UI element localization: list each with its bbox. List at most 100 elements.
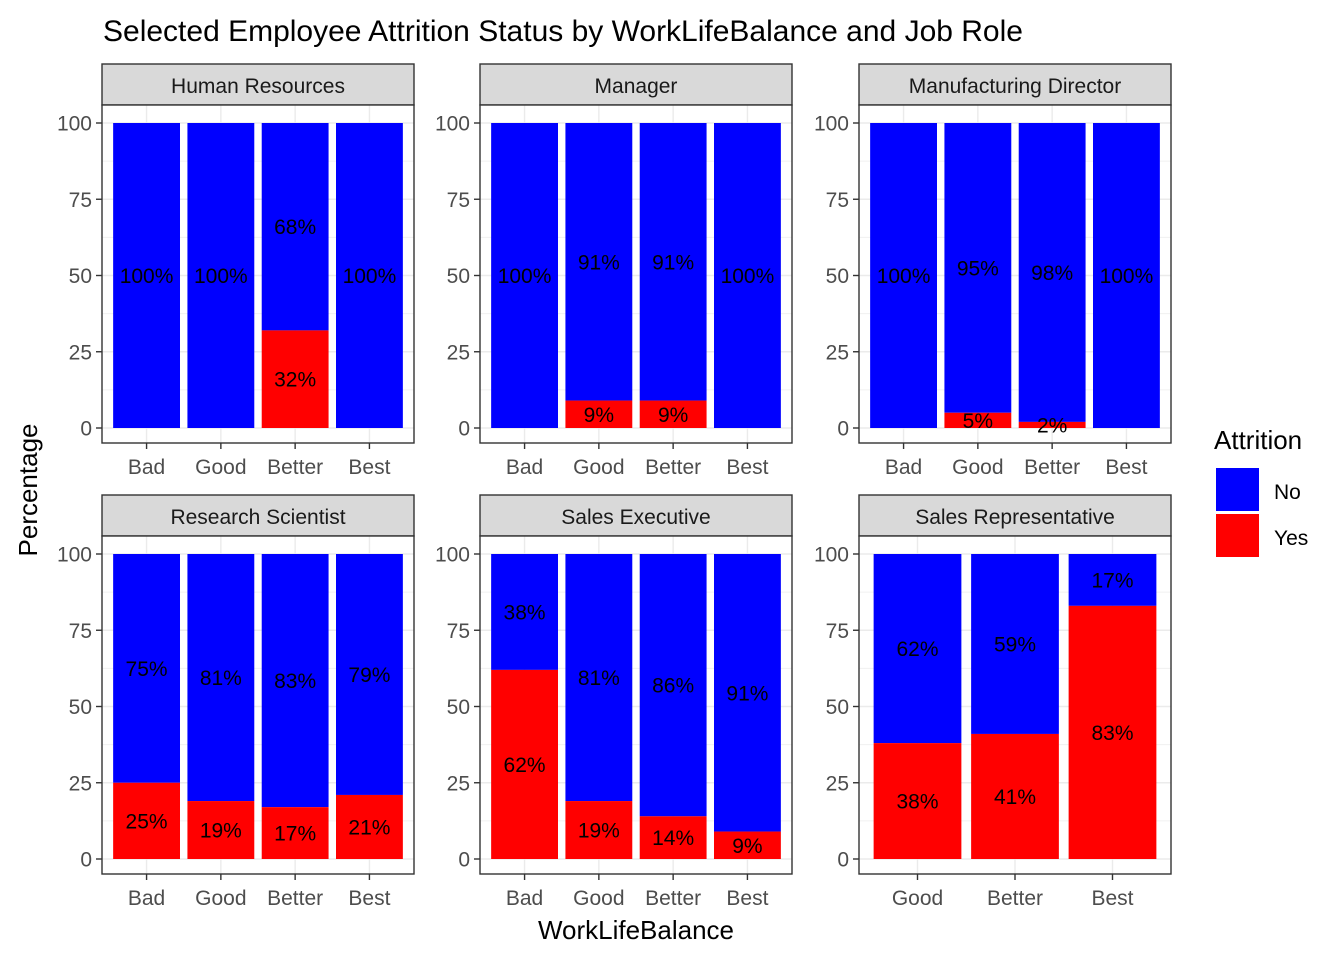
bar-no-good [187, 554, 255, 802]
x-tick-label: Best [1091, 887, 1133, 910]
y-tick-label: 50 [69, 265, 92, 288]
y-axis: 0 25 50 75 100 [435, 113, 480, 441]
bar-label-no: 91% [652, 251, 694, 274]
panel-border [101, 104, 415, 444]
bar-yes-good [187, 801, 255, 859]
y-tick-label: 25 [69, 341, 92, 364]
panel-manager: Manager 100% 91% 9% 91% 9% 100% 0 25 50 75 100 Bad Go… [435, 63, 793, 479]
bar-label-yes: 9% [658, 404, 688, 427]
panel-sales-executive: Sales Executive 38% 62% 81% 19% 86% 14% 91% 9% 0 2… [435, 494, 793, 910]
y-tick-label: 75 [447, 189, 470, 212]
bar-no-better [639, 123, 707, 401]
x-tick-label: Good [573, 887, 624, 910]
bar-label-no: 95% [957, 257, 999, 280]
y-tick-label: 25 [447, 772, 470, 795]
bar-label-no: 62% [896, 638, 938, 661]
bars-research-scientist [113, 554, 403, 859]
y-tick-label: 100 [814, 113, 849, 136]
panel-border [101, 535, 415, 875]
strip-manufacturing-director [858, 63, 1172, 106]
y-axis: 0 25 50 75 100 [435, 544, 480, 872]
bar-yes-better [261, 330, 329, 428]
bar-no-good [565, 123, 633, 401]
bar-no-best [714, 554, 781, 832]
panel-border [858, 104, 1172, 444]
strip-label-research-scientist: Research Scientist [170, 506, 345, 529]
y-tick-label: 50 [447, 265, 470, 288]
bar-label-no: 81% [200, 667, 242, 690]
x-tick-label: Best [1105, 456, 1147, 479]
bar-no-good [873, 554, 962, 744]
bar-yes-better [1018, 421, 1086, 428]
bar-label-yes: 25% [126, 810, 168, 833]
y-axis: 0 25 50 75 100 [57, 544, 102, 872]
bar-label-yes: 9% [732, 835, 762, 858]
y-tick-label: 0 [837, 418, 849, 441]
bars-manager [491, 123, 781, 428]
bar-label-no: 83% [274, 670, 316, 693]
y-tick-label: 100 [435, 544, 470, 567]
x-tick-label: Better [1024, 456, 1080, 479]
strip-manager [479, 63, 793, 106]
bar-labels-sales-executive: 38% 62% 81% 19% 86% 14% 91% 9% [504, 601, 769, 857]
y-tick-label: 25 [826, 341, 849, 364]
y-tick-label: 100 [435, 113, 470, 136]
bar-yes-better [261, 807, 329, 859]
bar-label-yes: 62% [504, 754, 546, 777]
x-tick-label: Best [348, 887, 390, 910]
bar-no-better [971, 554, 1059, 734]
bar-label-yes: 2% [1037, 414, 1067, 437]
panel-sales-representative: Sales Representative 62% 38% 59% 41% 17% 83% 0 2… [814, 494, 1172, 910]
strip-label-manager: Manager [595, 75, 678, 98]
bar-label-yes: 17% [274, 823, 316, 846]
x-axis: Bad Good Better Best [128, 874, 391, 910]
bar-no-best [1068, 554, 1157, 606]
strip-label-sales-representative: Sales Representative [915, 506, 1115, 529]
bar-labels-research-scientist: 75% 25% 81% 19% 83% 17% 79% 21% [126, 658, 391, 846]
y-axis: 0 25 50 75 100 [57, 113, 102, 441]
y-tick-label: 100 [57, 113, 92, 136]
bar-no-better [261, 123, 329, 331]
bar-no-bad [491, 123, 558, 428]
y-tick-label: 25 [69, 772, 92, 795]
bars-human-resources [113, 123, 403, 428]
strip-label-manufacturing-director: Manufacturing Director [909, 75, 1121, 98]
x-tick-label: Good [892, 887, 943, 910]
bar-no-bad [870, 123, 937, 428]
bar-yes-better [971, 733, 1059, 859]
bar-label-yes: 21% [348, 816, 390, 839]
bar-label-yes: 9% [584, 404, 614, 427]
legend-label-no: No [1274, 481, 1301, 504]
strip-research-scientist [101, 494, 415, 537]
bar-label-no: 100% [120, 265, 174, 288]
bar-yes-best [1068, 605, 1157, 859]
bar-yes-better [639, 400, 707, 428]
bar-no-best [714, 123, 781, 428]
y-tick-label: 0 [837, 849, 849, 872]
bar-label-yes: 19% [578, 820, 620, 843]
bar-label-no: 100% [721, 265, 775, 288]
bar-yes-good [565, 400, 633, 428]
bar-yes-bad [113, 782, 180, 859]
bar-labels-manager: 100% 91% 9% 91% 9% 100% [498, 251, 775, 427]
bar-label-no: 100% [877, 265, 931, 288]
bar-label-yes: 41% [994, 786, 1036, 809]
y-axis: 0 25 50 75 100 [814, 544, 859, 872]
bar-no-bad [113, 123, 180, 428]
bar-no-best [336, 123, 403, 428]
bar-no-good [565, 554, 633, 802]
bar-labels-human-resources: 100% 100% 68% 32% 100% [120, 216, 397, 392]
x-tick-label: Bad [506, 887, 543, 910]
x-tick-label: Bad [128, 887, 165, 910]
bars-sales-executive [491, 554, 781, 859]
x-tick-label: Good [195, 887, 246, 910]
bar-no-good [944, 123, 1012, 413]
bar-label-no: 79% [348, 664, 390, 687]
bar-yes-good [565, 801, 633, 859]
y-tick-label: 0 [458, 849, 470, 872]
y-tick-label: 0 [80, 418, 92, 441]
bar-label-no: 100% [498, 265, 552, 288]
bar-label-no: 86% [652, 675, 694, 698]
bar-label-no: 81% [578, 667, 620, 690]
